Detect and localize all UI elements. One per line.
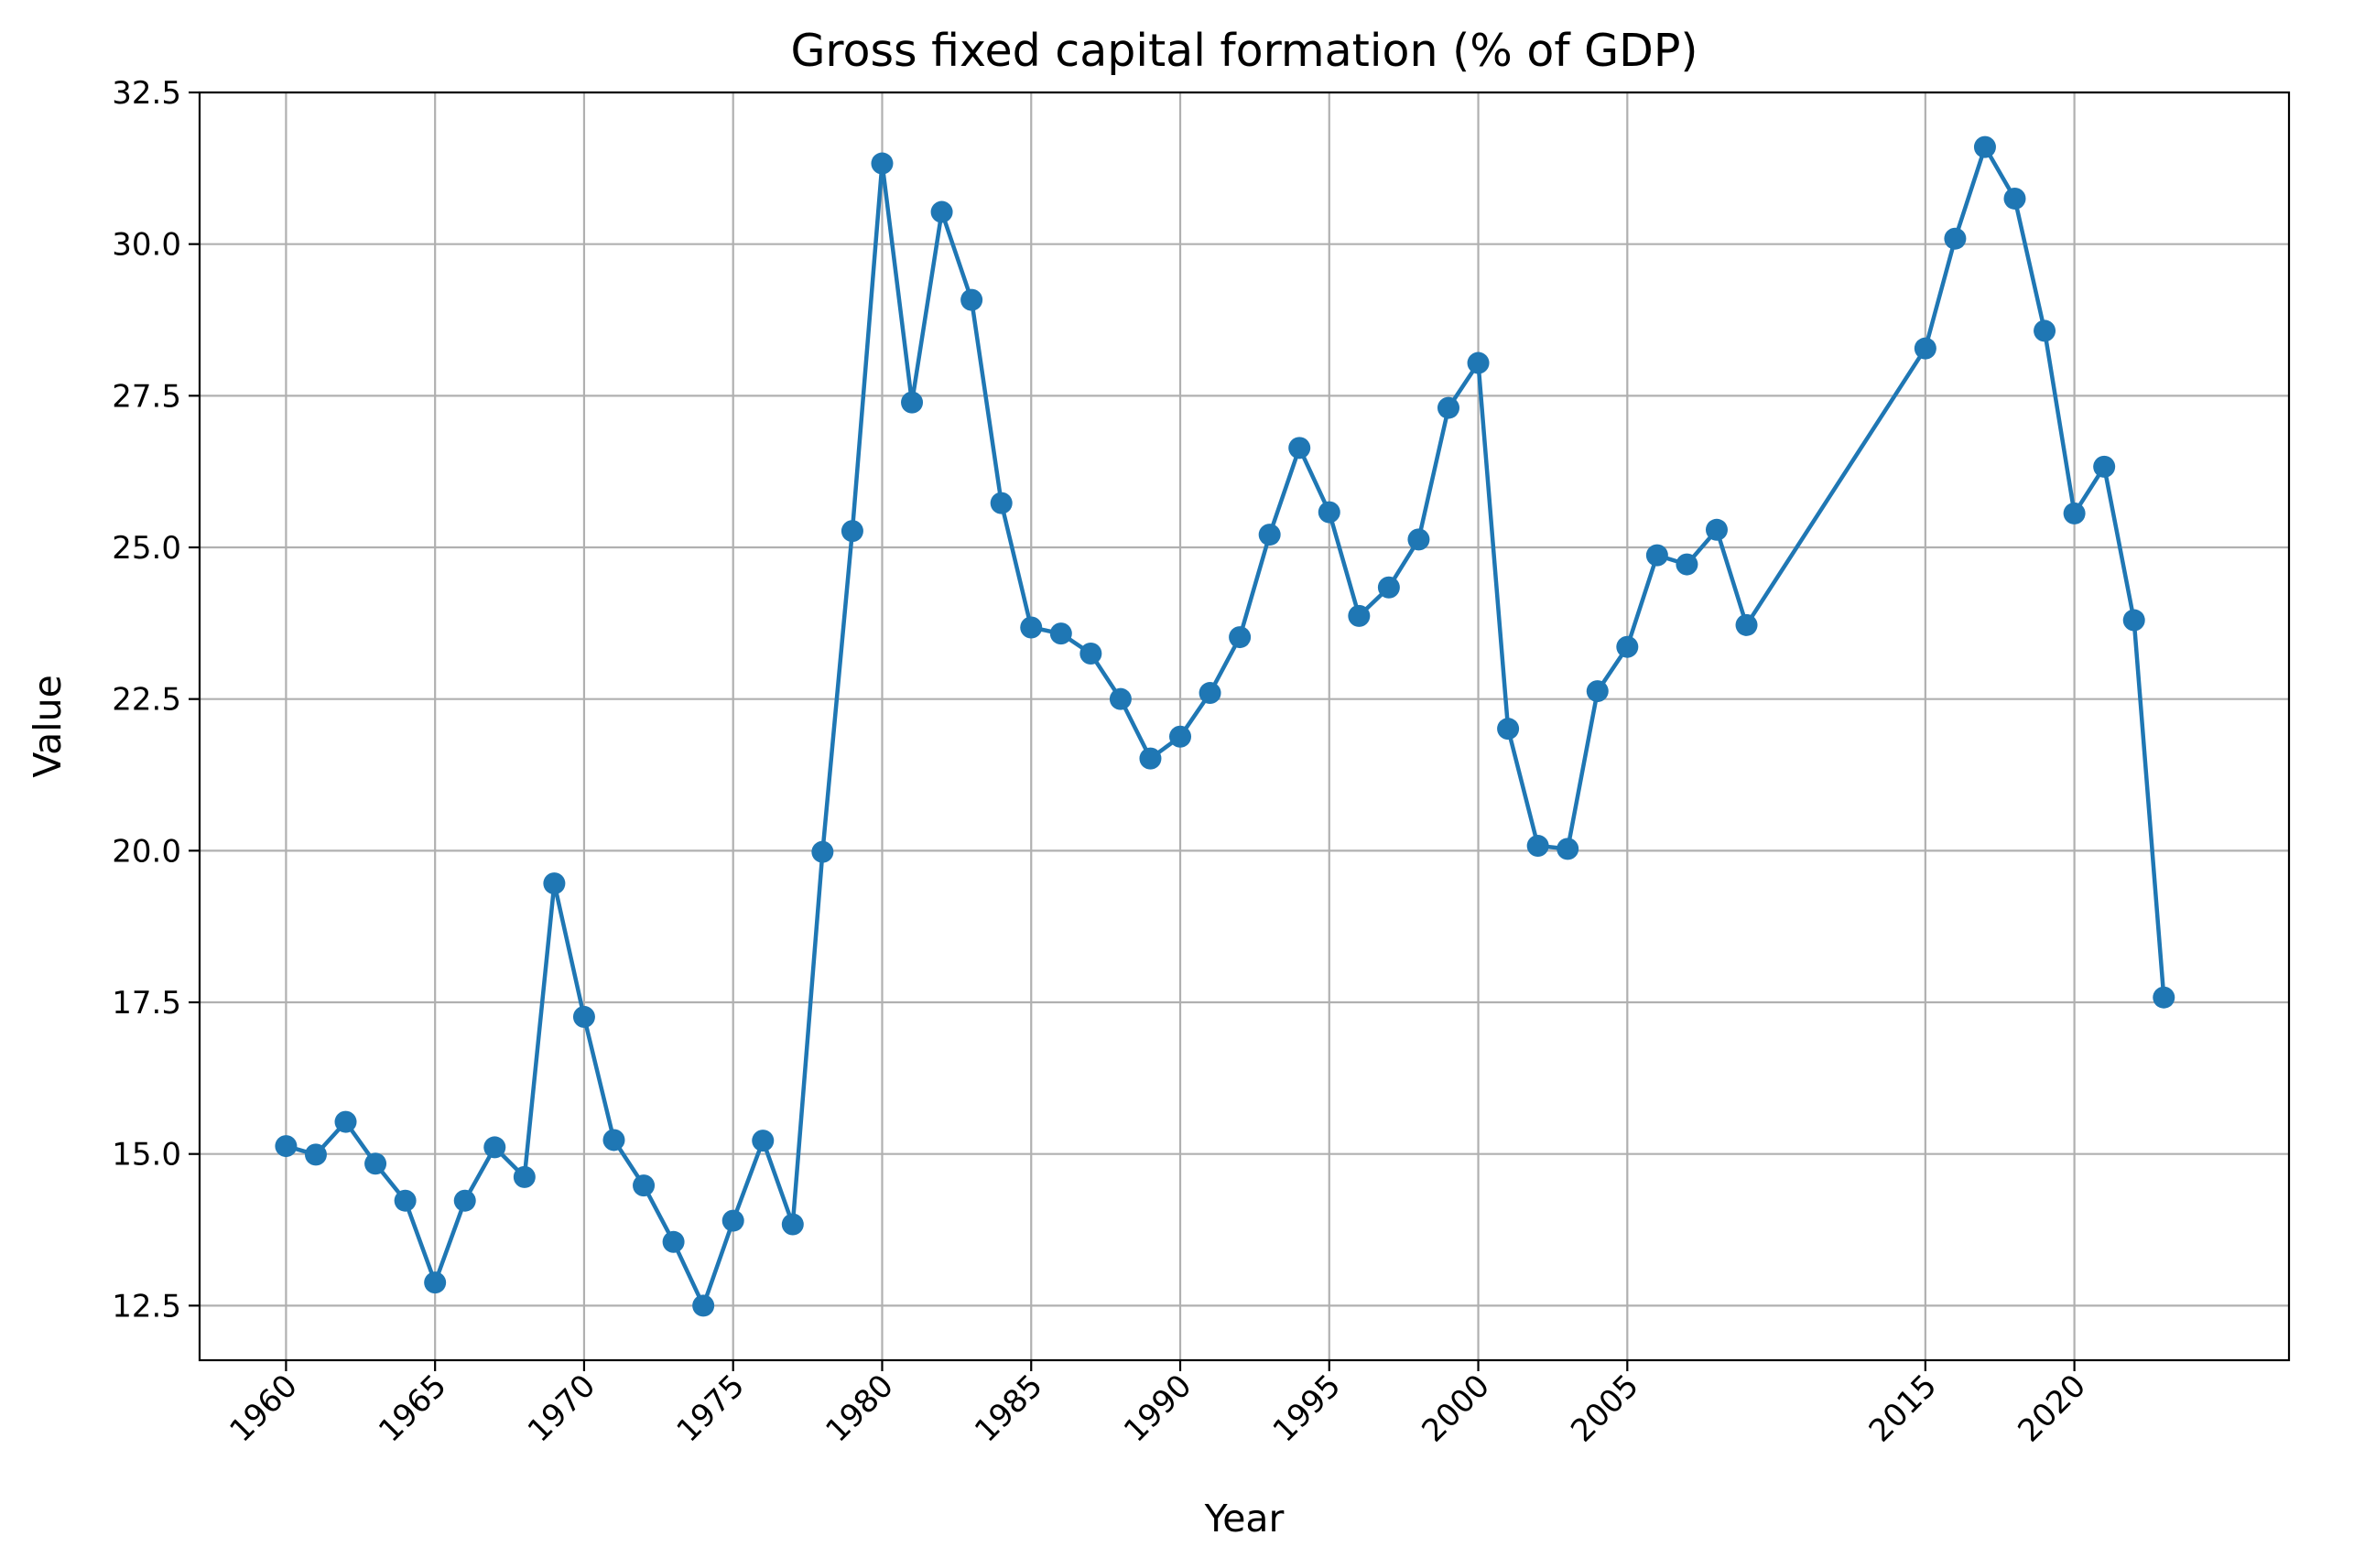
data-point [2153, 986, 2175, 1009]
data-point [662, 1230, 685, 1253]
data-point [543, 872, 566, 895]
plot-frame [198, 91, 2291, 1362]
data-point [483, 1136, 506, 1159]
x-tick-label: 2000 [1415, 1368, 1496, 1449]
data-point [1348, 604, 1371, 627]
data-point [1258, 524, 1281, 546]
data-point [1288, 437, 1311, 460]
data-point [960, 288, 983, 311]
data-point [334, 1110, 357, 1133]
data-point [513, 1165, 536, 1188]
data-point [1676, 553, 1698, 576]
data-point [2122, 609, 2145, 632]
data-point [1377, 576, 1400, 599]
y-axis-ticks: 12.5 15.0 17.5 20.0 22.5 25.0 27.5 30.0 32.5 [112, 75, 200, 1325]
data-point [901, 391, 924, 414]
series-line [285, 145, 2166, 1308]
data-point [871, 152, 894, 175]
y-tick-label: 12.5 [112, 1288, 181, 1325]
y-tick-label: 27.5 [112, 378, 181, 415]
data-point [572, 1005, 595, 1028]
data-point [364, 1152, 387, 1175]
data-point [1973, 135, 1996, 158]
y-tick-label: 20.0 [112, 833, 181, 870]
data-point [453, 1189, 476, 1212]
x-tick-label: 2020 [2012, 1368, 2093, 1449]
data-point [1735, 613, 1758, 636]
data-point [304, 1143, 327, 1166]
data-point [930, 200, 953, 223]
data-point [781, 1213, 804, 1236]
y-tick-label: 17.5 [112, 985, 181, 1022]
data-point [275, 1135, 298, 1158]
data-point [990, 492, 1013, 514]
data-point [811, 840, 834, 863]
data-points [275, 135, 2175, 1317]
data-point [2063, 502, 2086, 524]
data-point [1586, 680, 1609, 703]
x-tick-label: 2015 [1862, 1368, 1944, 1449]
data-point [1705, 518, 1728, 541]
data-point [1497, 718, 1520, 741]
data-point [752, 1130, 775, 1152]
data-point [602, 1129, 625, 1152]
data-point [1020, 616, 1043, 639]
x-tick-label: 1990 [1117, 1368, 1199, 1449]
chart-title: Gross fixed capital formation (% of GDP) [790, 25, 1698, 77]
x-tick-label: 1995 [1266, 1368, 1348, 1449]
data-point [1229, 626, 1252, 649]
x-axis-ticks: 1960 1965 1970 1975 1980 1985 1990 1995 2000 2005… [222, 1360, 2093, 1450]
data-point [1049, 622, 1072, 645]
data-point [2034, 319, 2056, 342]
data-point [1437, 396, 1459, 419]
data-point [394, 1189, 417, 1212]
data-point [721, 1209, 744, 1232]
x-tick-label: 1970 [521, 1368, 602, 1449]
y-tick-label: 30.0 [112, 227, 181, 264]
x-axis-label: Year [1204, 1497, 1285, 1541]
data-point [1199, 682, 1221, 705]
data-point [1557, 838, 1579, 860]
data-point [424, 1271, 447, 1294]
data-point [1467, 351, 1490, 374]
data-point [1079, 642, 1102, 665]
series-line-layer [285, 145, 2166, 1308]
x-tick-label: 1975 [670, 1368, 752, 1449]
data-point [1407, 528, 1430, 551]
data-point [633, 1174, 656, 1197]
data-point [692, 1294, 715, 1317]
data-point [1169, 725, 1192, 748]
data-point [1914, 337, 1936, 360]
data-point [1139, 747, 1162, 770]
x-tick-label: 1985 [968, 1368, 1049, 1449]
data-point [1616, 635, 1639, 658]
data-point [1109, 687, 1132, 710]
y-axis-label: Value [26, 675, 70, 778]
data-point [2003, 187, 2026, 210]
grid-lines [200, 91, 2289, 1360]
data-point [841, 520, 863, 543]
data-point [1645, 544, 1668, 567]
data-point [2093, 455, 2116, 478]
y-tick-label: 32.5 [112, 75, 181, 112]
y-tick-label: 22.5 [112, 682, 181, 719]
data-point [1318, 501, 1340, 524]
y-tick-label: 25.0 [112, 530, 181, 567]
x-tick-label: 1980 [819, 1368, 900, 1449]
data-point [1944, 227, 1967, 250]
data-point [1526, 835, 1549, 858]
x-tick-label: 2005 [1564, 1368, 1645, 1449]
x-tick-label: 1960 [222, 1368, 304, 1449]
y-tick-label: 15.0 [112, 1137, 181, 1173]
x-tick-label: 1965 [372, 1368, 453, 1449]
